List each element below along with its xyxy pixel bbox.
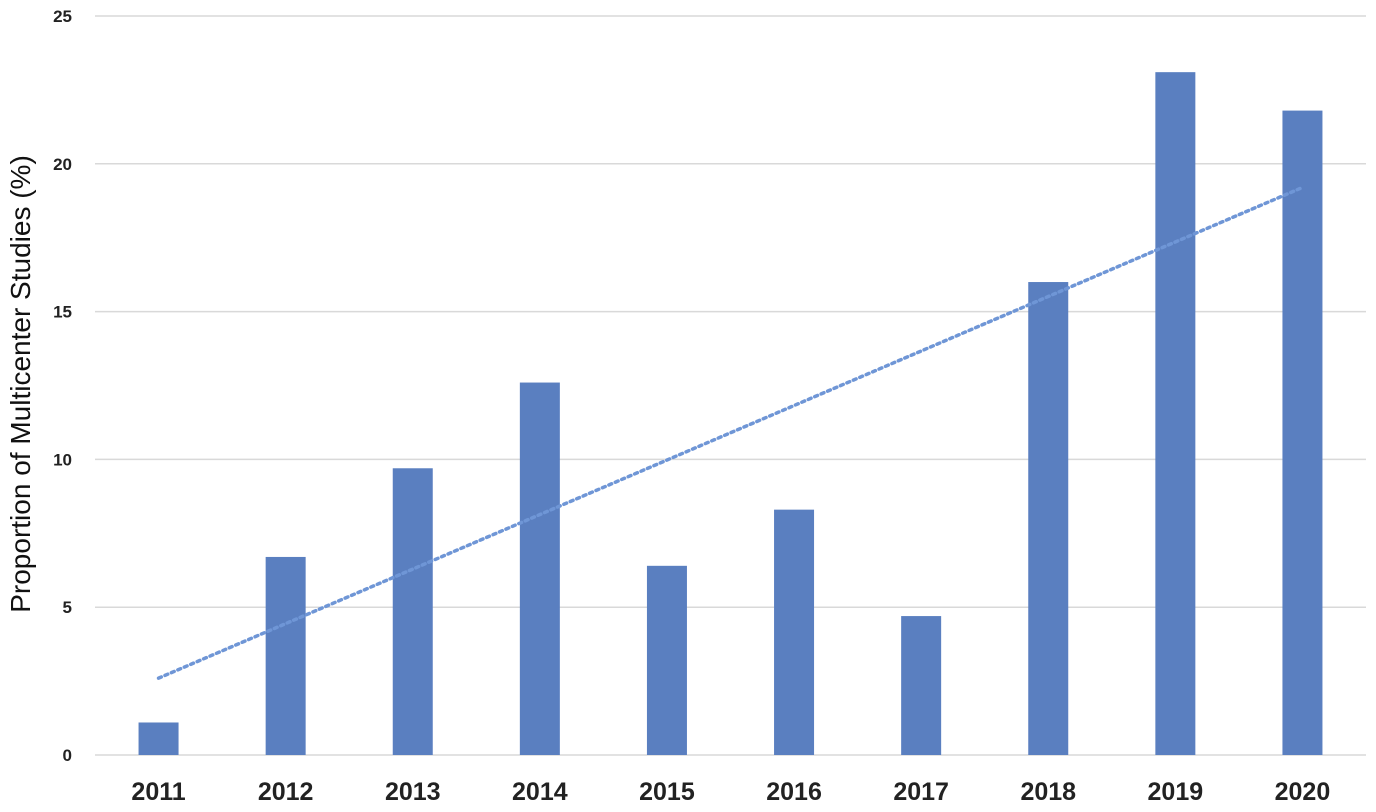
x-tick-label: 2016 — [766, 778, 822, 806]
gridlines — [95, 15, 1366, 756]
x-tick-label: 2019 — [1148, 778, 1204, 806]
y-tick-label: 5 — [63, 598, 72, 617]
y-axis-ticks: 0 5 10 15 20 25 — [53, 7, 72, 765]
x-tick-label: 2014 — [512, 778, 568, 806]
bars — [138, 72, 1323, 756]
bar-2016 — [774, 509, 815, 755]
x-axis-ticks: 2011 2012 2013 2014 2015 2016 2017 2018 2019 2020 — [131, 778, 1330, 806]
y-tick-label: 10 — [53, 450, 72, 469]
y-tick-label: 20 — [53, 155, 72, 174]
x-tick-label: 2011 — [131, 778, 185, 806]
bar-2018 — [1028, 282, 1069, 755]
trendline — [156, 185, 1305, 680]
y-tick-label: 0 — [63, 746, 72, 765]
bar-2012 — [265, 556, 306, 755]
bar-2013 — [392, 468, 433, 755]
bar-2014 — [519, 382, 560, 755]
bar-2019 — [1155, 72, 1196, 755]
y-axis-label: Proportion of Multicenter Studies (%) — [5, 155, 36, 613]
x-tick-label: 2012 — [258, 778, 314, 806]
x-tick-label: 2017 — [893, 778, 949, 806]
x-tick-label: 2018 — [1020, 778, 1076, 806]
x-tick-label: 2020 — [1275, 778, 1331, 806]
bar-2017 — [901, 616, 942, 755]
y-tick-label: 25 — [53, 7, 72, 26]
x-tick-label: 2015 — [639, 778, 695, 806]
bar-2020 — [1282, 110, 1323, 756]
bar-2011 — [138, 722, 179, 755]
trendline-group — [156, 185, 1305, 680]
y-tick-label: 15 — [53, 303, 72, 322]
bar-2015 — [646, 565, 687, 755]
x-tick-label: 2013 — [385, 778, 441, 806]
